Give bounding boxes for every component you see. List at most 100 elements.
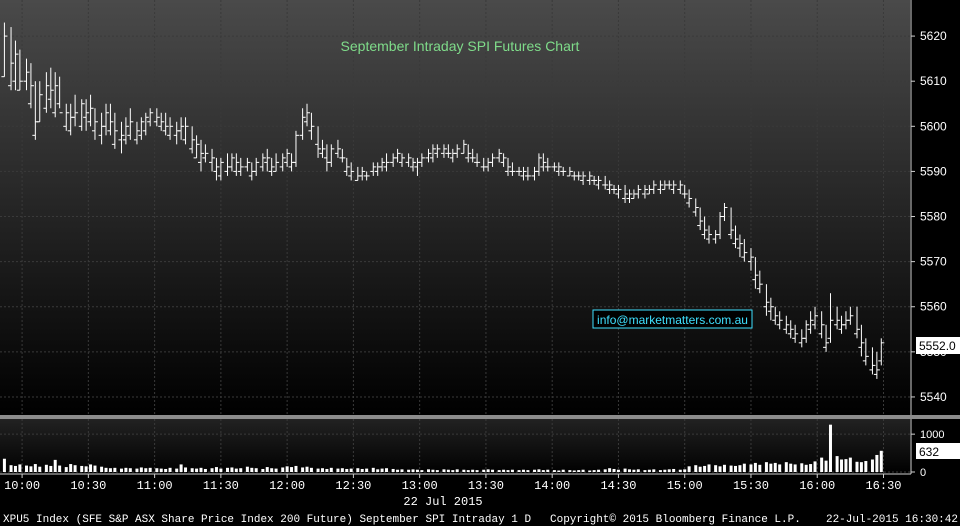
ohlc-bar: [193, 135, 200, 159]
volume-bar: [376, 469, 380, 472]
ohlc-bar: [8, 27, 15, 91]
volume-bar: [844, 459, 848, 472]
volume-bar: [446, 469, 450, 472]
ohlc-bar: [398, 153, 405, 167]
volume-bar: [859, 462, 863, 472]
ohlc-bar: [626, 189, 633, 203]
ohlc-bar: [147, 108, 154, 127]
ohlc-bar: [792, 324, 799, 343]
volume-bar: [879, 450, 883, 472]
grid: [0, 0, 910, 415]
volume-bar: [320, 468, 324, 472]
volume-bar: [164, 468, 168, 472]
volume-bar: [820, 457, 824, 472]
ohlc-bar: [142, 112, 149, 136]
volume-bar: [627, 469, 631, 472]
ohlc-bar: [803, 320, 810, 343]
ohlc-bar: [47, 67, 54, 109]
y-tick-label: 5620: [920, 29, 947, 43]
volume-bar: [179, 464, 183, 472]
volume-bar: [340, 468, 344, 472]
volume-bar: [753, 462, 757, 472]
volume-bar: [714, 465, 718, 472]
ohlc-bar: [138, 117, 145, 140]
ohlc-bar: [787, 320, 794, 339]
ohlc-bar: [83, 99, 90, 131]
volume-bar: [809, 464, 813, 472]
volume-bar: [113, 467, 117, 472]
ohlc-bar: [233, 153, 240, 176]
volume-bar: [396, 469, 400, 472]
volume-bar: [466, 470, 470, 472]
volume-bar: [588, 470, 592, 472]
ohlc-bar: [500, 153, 507, 167]
volume-bar: [486, 469, 490, 472]
volume-bar: [517, 470, 521, 472]
ohlc-bar: [162, 112, 169, 136]
volume-bar: [84, 466, 88, 472]
volume-bar: [93, 465, 97, 472]
volume-bar: [44, 464, 48, 472]
volume-bar: [148, 467, 152, 472]
volume-bar: [89, 464, 93, 472]
ohlc-bar: [410, 157, 417, 172]
volume-bar: [577, 470, 581, 472]
volume-bar: [804, 464, 808, 472]
volume-bar: [482, 469, 486, 472]
volume-bar: [707, 464, 711, 472]
ohlc-bar: [858, 324, 865, 357]
volume-bar: [2, 458, 6, 472]
ohlc-bar: [586, 171, 593, 185]
volume-bar: [219, 468, 223, 472]
volume-bar: [848, 457, 852, 472]
volume-bar: [195, 468, 199, 472]
watermark-box: info@marketmatters.com.au: [592, 309, 753, 329]
ohlc-bar: [425, 148, 432, 163]
volume-bar: [128, 468, 132, 472]
volume-series: [2, 424, 883, 472]
volume-bar: [764, 462, 768, 472]
ohlc-bar: [273, 153, 280, 172]
volume-bar: [294, 465, 298, 472]
volume-bar: [658, 470, 662, 472]
volume-bar: [667, 469, 671, 472]
last-volume-label: 632: [916, 443, 960, 459]
ohlc-bar: [299, 108, 306, 140]
volume-bar: [18, 464, 22, 472]
ohlc-bar: [853, 306, 860, 339]
ohlc-bar: [153, 108, 160, 127]
ohlc-bar: [465, 144, 472, 163]
volume-bar: [261, 468, 265, 472]
ohlc-bar: [209, 148, 216, 172]
volume-bar: [281, 467, 285, 472]
y-tick-label: 5540: [920, 390, 947, 404]
x-tick-label: 13:00: [402, 479, 438, 493]
volume-bar: [870, 459, 874, 472]
ohlc-bar: [118, 121, 125, 154]
ohlc-bar: [575, 171, 582, 181]
y-tick-label: 5600: [920, 119, 947, 133]
price-panel-background: [0, 0, 910, 416]
volume-bar: [210, 468, 214, 472]
ohlc-bar: [348, 162, 355, 181]
ohlc-bar: [747, 248, 754, 271]
volume-bar: [199, 467, 203, 472]
volume-bar: [793, 464, 797, 472]
volume-bar: [758, 464, 762, 472]
volume-bar: [864, 461, 868, 472]
volume-bar: [769, 463, 773, 472]
volume-bar: [694, 465, 698, 472]
ohlc-bar: [237, 157, 244, 176]
ohlc-bar: [666, 180, 673, 190]
ohlc-bar: [551, 162, 558, 172]
ohlc-bar: [284, 148, 291, 167]
volume-bar: [455, 469, 459, 472]
ohlc-bar: [111, 112, 118, 149]
ohlc-bar: [259, 153, 266, 172]
volume-bar: [380, 468, 384, 472]
volume-tick-label: 1000: [920, 429, 944, 441]
volume-bar: [718, 466, 722, 472]
volume-bar: [29, 466, 33, 472]
volume-bar: [316, 468, 320, 472]
